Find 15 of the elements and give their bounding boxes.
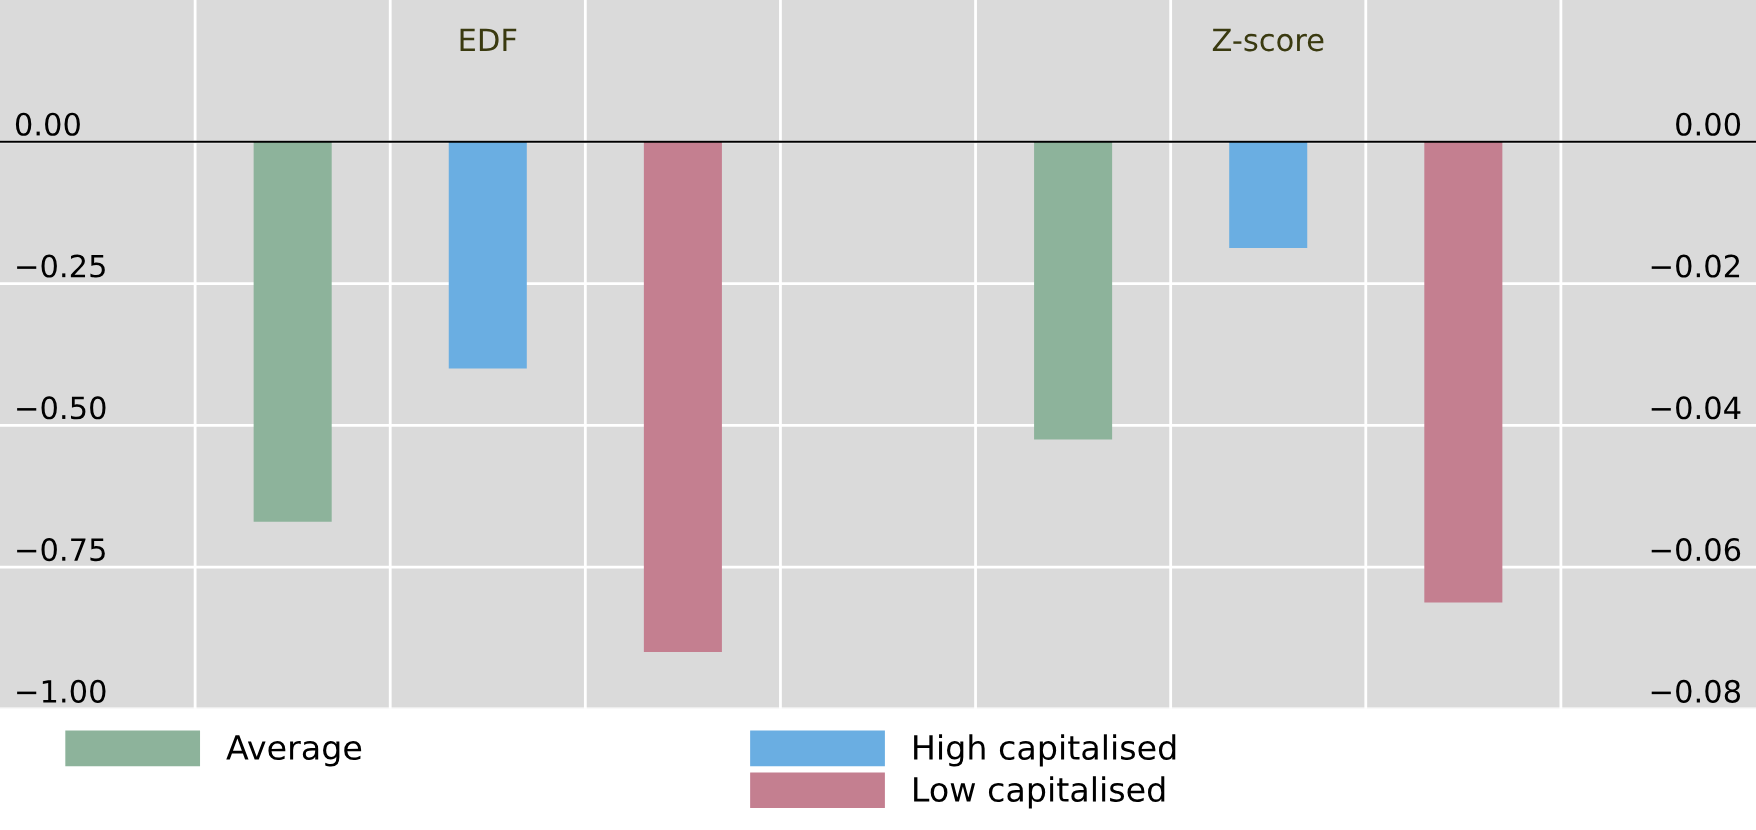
y-tick-label: −0.75 [17, 538, 105, 562]
y-tick-label: −1.00 [17, 679, 106, 703]
legend-label: Low capitalised [914, 776, 1165, 809]
y-tick-label: −0.08 [1651, 679, 1741, 703]
x-tick-label: EDF [460, 28, 517, 51]
legend-label: High capitalised [914, 734, 1176, 767]
y-tick-label: −0.06 [1651, 538, 1741, 562]
y-tick-label: 0.00 [1676, 112, 1741, 136]
y-tick-label: −0.02 [1651, 254, 1740, 278]
y-tick-label: −0.50 [17, 396, 106, 420]
x-tick-label: Z-score [1212, 28, 1324, 52]
legend-label: Average [226, 735, 362, 767]
y-tick-label: −0.04 [1651, 396, 1741, 420]
y-tick-label: 0.00 [15, 112, 80, 136]
y-tick-label: −0.25 [17, 254, 105, 278]
